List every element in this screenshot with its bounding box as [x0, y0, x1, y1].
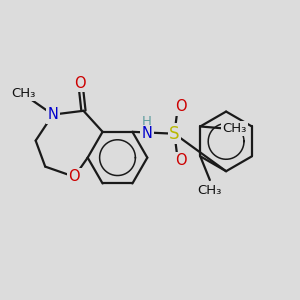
Text: O: O [75, 76, 86, 91]
Text: N: N [47, 107, 58, 122]
Text: CH₃: CH₃ [198, 184, 222, 197]
Text: O: O [175, 153, 186, 168]
Text: CH₃: CH₃ [223, 122, 247, 135]
Text: O: O [175, 100, 186, 115]
Text: O: O [68, 169, 80, 184]
Text: S: S [169, 125, 180, 143]
Text: CH₃: CH₃ [11, 87, 36, 100]
Text: H: H [142, 115, 152, 128]
Text: N: N [142, 126, 152, 141]
